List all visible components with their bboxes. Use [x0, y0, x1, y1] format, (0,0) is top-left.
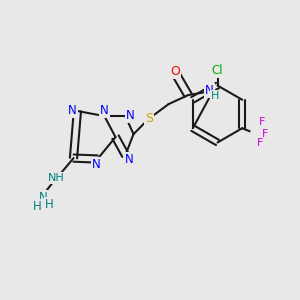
Text: O: O — [170, 64, 180, 78]
Text: H: H — [44, 198, 53, 211]
Text: N: N — [39, 191, 48, 204]
Text: H: H — [211, 91, 219, 101]
Text: Cl: Cl — [212, 64, 223, 77]
Text: F: F — [262, 129, 268, 139]
Text: F: F — [257, 138, 263, 148]
Text: N: N — [100, 104, 109, 117]
Text: S: S — [145, 112, 153, 125]
Text: N: N — [92, 158, 101, 171]
Text: NH: NH — [48, 173, 65, 183]
Text: N: N — [205, 84, 214, 98]
Text: N: N — [125, 153, 134, 166]
Text: H: H — [33, 200, 42, 213]
Text: F: F — [259, 117, 265, 127]
Text: N: N — [126, 109, 135, 122]
Text: N: N — [68, 103, 77, 117]
